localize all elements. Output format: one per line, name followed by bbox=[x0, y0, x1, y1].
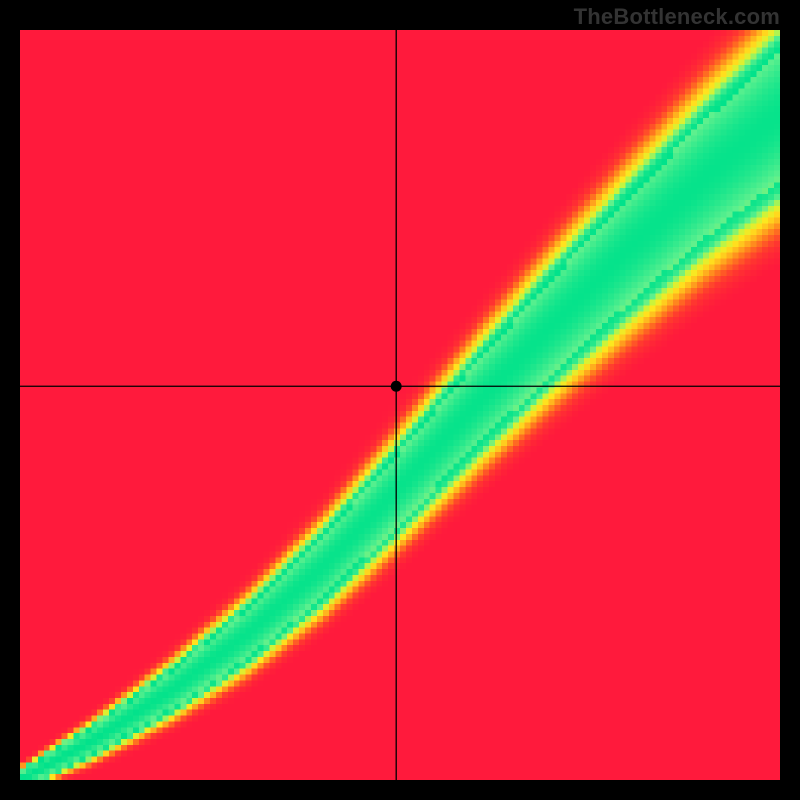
bottleneck-heatmap bbox=[20, 30, 780, 780]
plot-area bbox=[20, 30, 780, 780]
watermark-text: TheBottleneck.com bbox=[574, 4, 780, 30]
